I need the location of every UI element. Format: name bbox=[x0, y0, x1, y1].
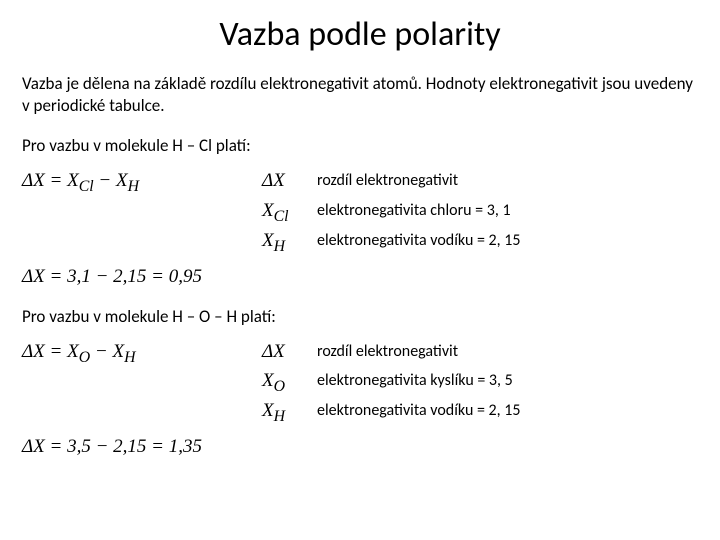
section2-label: Pro vazbu v molekule H – O – H platí: bbox=[22, 306, 698, 327]
intro-text: Vazba je dělena na základě rozdílu elekt… bbox=[22, 73, 698, 117]
section2-row-0: ΔX = XO − XH ΔX rozdíl elektronegativit bbox=[22, 341, 698, 367]
section1-calc: ΔX = 3,1 − 2,15 = 0,95 bbox=[22, 266, 698, 288]
section1-desc-2: elektronegativita vodíku = 2, 15 bbox=[317, 230, 521, 250]
section1-row-2: XH elektronegativita vodíku = 2, 15 bbox=[22, 230, 698, 256]
section1-sym-0: ΔX bbox=[262, 170, 317, 192]
section1-desc-1: elektronegativita chloru = 3, 1 bbox=[317, 200, 511, 220]
section2-desc-0: rozdíl elektronegativit bbox=[317, 341, 458, 361]
section2-row-2: XH elektronegativita vodíku = 2, 15 bbox=[22, 400, 698, 426]
section2-desc-2: elektronegativita vodíku = 2, 15 bbox=[317, 400, 521, 420]
section2-desc-1: elektronegativita kyslíku = 3, 5 bbox=[317, 370, 513, 390]
section1-sym-2: XH bbox=[262, 230, 317, 256]
section2-sym-0: ΔX bbox=[262, 341, 317, 363]
section1-row-1: XCl elektronegativita chloru = 3, 1 bbox=[22, 200, 698, 226]
section1-label: Pro vazbu v molekule H – Cl platí: bbox=[22, 135, 698, 156]
section1-row-0: ΔX = XCl − XH ΔX rozdíl elektronegativit bbox=[22, 170, 698, 196]
section2-calc: ΔX = 3,5 − 2,15 = 1,35 bbox=[22, 436, 698, 458]
page-title: Vazba podle polarity bbox=[22, 14, 698, 55]
section1-sym-1: XCl bbox=[262, 200, 317, 226]
section2-formula: ΔX = XO − XH bbox=[22, 341, 262, 367]
section2-row-1: XO elektronegativita kyslíku = 3, 5 bbox=[22, 370, 698, 396]
section1-formula: ΔX = XCl − XH bbox=[22, 170, 262, 196]
section1-desc-0: rozdíl elektronegativit bbox=[317, 170, 458, 190]
section2-sym-1: XO bbox=[262, 370, 317, 396]
section2-sym-2: XH bbox=[262, 400, 317, 426]
